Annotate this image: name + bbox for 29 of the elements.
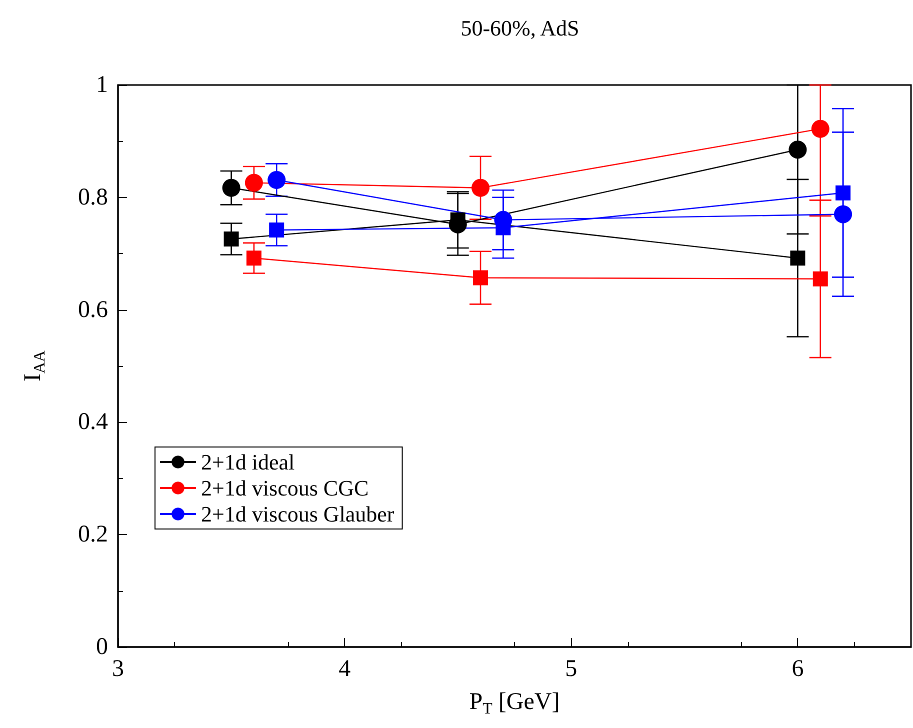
y-tick-label: 1 (96, 72, 108, 98)
x-tick-label: 5 (565, 656, 578, 682)
point (473, 270, 488, 286)
point (788, 140, 807, 159)
y-tick-label: 0.6 (78, 296, 108, 323)
point (811, 120, 830, 138)
point (246, 250, 262, 266)
point (472, 178, 490, 197)
x-tick-label: 3 (112, 656, 124, 682)
y-tick-label: 0.8 (78, 184, 108, 210)
point (836, 185, 851, 200)
x-tick-label: 6 (792, 656, 804, 682)
legend-label: 2+1d viscous CGC (201, 476, 369, 500)
point (790, 250, 806, 266)
x-tick-label: 4 (338, 656, 351, 682)
point (224, 231, 239, 246)
y-tick-label: 0 (96, 634, 108, 660)
legend-label: 2+1d viscous Glauber (201, 502, 395, 526)
chart-title: 50-60%, AdS (460, 16, 580, 40)
point (268, 170, 286, 189)
y-tick-label: 0.4 (78, 409, 108, 436)
point (812, 271, 828, 286)
legend-label: 2+1d ideal (201, 450, 295, 474)
point (244, 174, 263, 192)
y-axis-title: IAA (20, 350, 48, 382)
point (269, 222, 284, 238)
y-tick-label: 0.2 (78, 522, 108, 548)
point (834, 205, 852, 224)
point (222, 178, 240, 197)
